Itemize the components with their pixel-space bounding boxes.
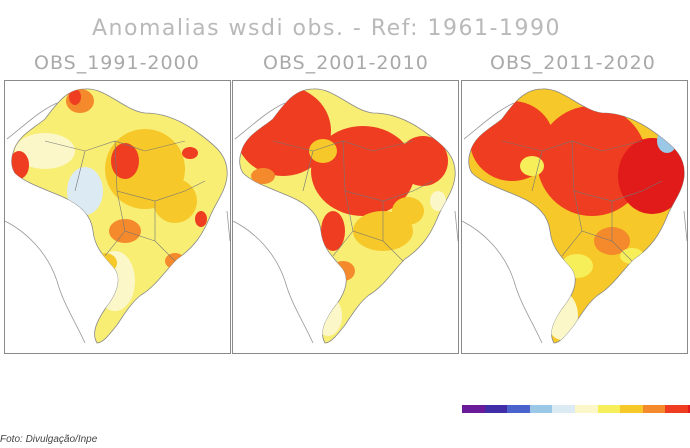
panel-title-2001-2010: OBS_2001-2010	[263, 52, 429, 74]
colorbar-swatch	[620, 405, 643, 413]
colorbar-swatch	[642, 405, 666, 413]
figure-title: Anomalias wsdi obs. - Ref: 1961-1990	[92, 16, 561, 41]
colorbar-swatch	[574, 405, 598, 413]
photo-credit-caption: Foto: Divulgação/Inpe	[0, 434, 98, 445]
state-borders	[44, 140, 206, 262]
colorbar-swatch	[507, 405, 530, 413]
colorbar-swatch	[597, 405, 621, 413]
colorbar	[462, 405, 690, 413]
map-panel-2001-2010	[232, 80, 459, 354]
colorbar-swatch	[484, 405, 508, 413]
state-borders	[272, 140, 434, 262]
colorbar-swatch	[552, 405, 575, 413]
panel-title-1991-2000: OBS_1991-2000	[34, 52, 200, 74]
south-america-outline	[233, 102, 458, 344]
south-america-outline	[462, 102, 687, 344]
map-panel-1991-2000	[4, 80, 231, 354]
colorbar-swatch	[687, 405, 690, 413]
colorbar-swatch	[462, 405, 485, 413]
panel-title-2011-2020: OBS_2011-2020	[490, 52, 656, 74]
state-borders	[501, 140, 663, 262]
map-panel-2011-2020	[461, 80, 688, 354]
south-america-outline	[5, 102, 230, 344]
colorbar-swatch	[665, 405, 688, 413]
colorbar-swatch	[529, 405, 553, 413]
